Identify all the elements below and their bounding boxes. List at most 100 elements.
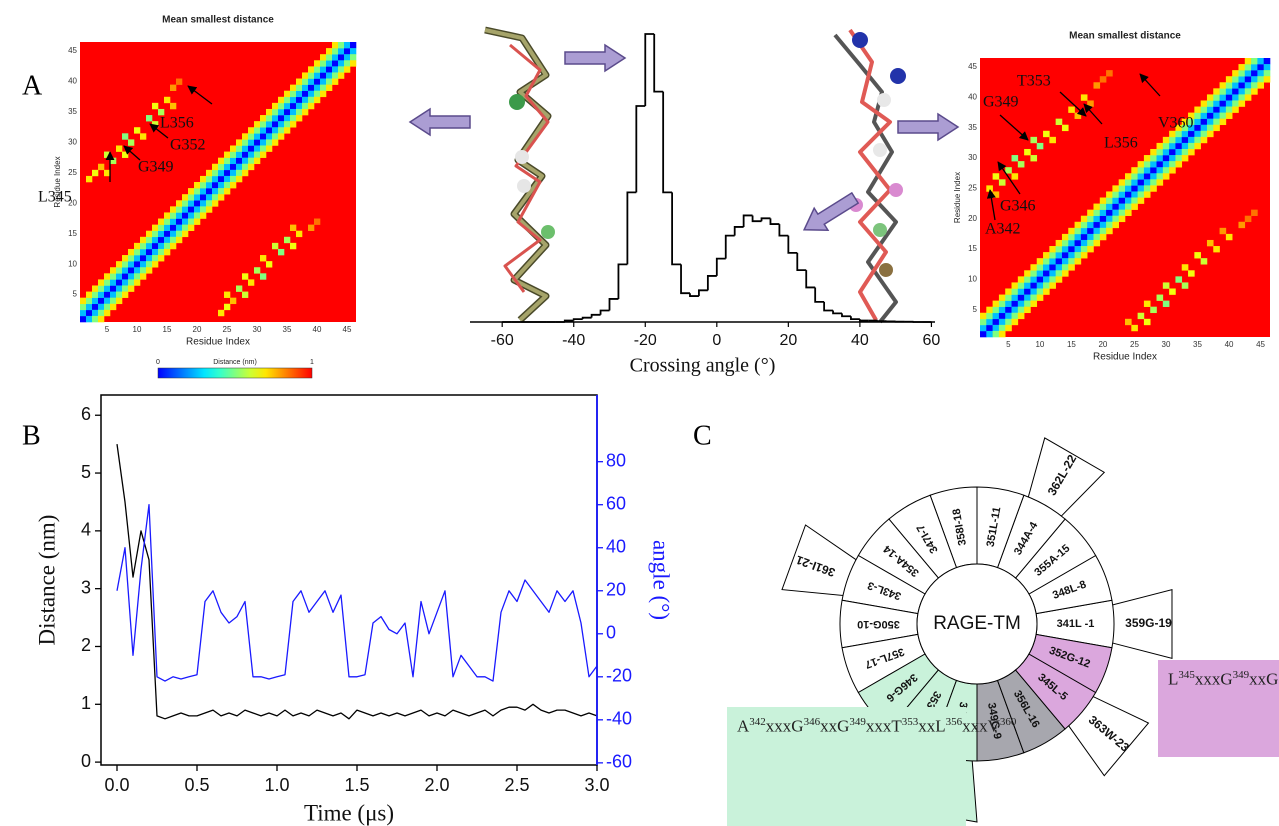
- heatmap-cell: [1012, 319, 1019, 325]
- heatmap-cell: [1188, 131, 1195, 137]
- heatmap-cell: [980, 319, 987, 325]
- x-tick-label: 0.5: [184, 775, 209, 795]
- heatmap-cell: [999, 313, 1006, 319]
- heatmap-cell: [224, 188, 230, 194]
- heatmap-cell: [1182, 264, 1189, 270]
- heatmap-cell: [1112, 210, 1119, 216]
- y-tick-label: 4: [81, 520, 91, 540]
- histogram-bar: [788, 236, 797, 253]
- heatmap-cell: [128, 267, 134, 273]
- heatmap-cell: [182, 225, 188, 231]
- heatmap-cell: [260, 273, 266, 279]
- heatmap-cell: [158, 219, 164, 225]
- heatmap-cell: [999, 325, 1006, 331]
- y-tick-label: 6: [81, 404, 91, 424]
- heatmap-cell: [176, 79, 182, 85]
- heatmap-cell: [140, 133, 146, 139]
- heatmap-cell: [1238, 88, 1245, 94]
- x-tick-label: 20: [1098, 340, 1107, 349]
- heatmap-cell: [272, 103, 278, 109]
- heatmap-cell: [134, 127, 140, 133]
- histogram-bar: [753, 215, 762, 221]
- histogram-bar: [806, 270, 815, 287]
- heatmap-cell: [1201, 113, 1208, 119]
- heatmap-cell: [116, 261, 122, 267]
- heatmap-cell: [164, 97, 170, 103]
- heatmap-cell: [1220, 113, 1227, 119]
- heatmap-cell: [98, 164, 104, 170]
- heatmap-cell: [158, 237, 164, 243]
- heatmap-cell: [242, 133, 248, 139]
- heatmap-cell: [104, 285, 110, 291]
- heatmap-cell: [1131, 185, 1138, 191]
- heatmap-cell: [1100, 204, 1107, 210]
- heatmap-cell: [1112, 198, 1119, 204]
- heatmap-cell: [146, 261, 152, 267]
- x-axis-label: Residue Index: [186, 337, 250, 348]
- heatmap-cell: [200, 194, 206, 200]
- y-tick-label: 15: [968, 244, 977, 253]
- heatmap-cell: [1049, 282, 1056, 288]
- heatmap-cell: [1005, 301, 1012, 307]
- heatmap-cell: [1257, 70, 1264, 76]
- heatmap-cell: [278, 103, 284, 109]
- heatmap-cell: [993, 301, 1000, 307]
- heatmap-cell: [1018, 276, 1025, 282]
- x-tick-label: 40: [313, 325, 322, 334]
- heatmap-cell: [1188, 270, 1195, 276]
- heatmap-cell: [260, 133, 266, 139]
- heatmap-cell: [1049, 137, 1056, 143]
- heatmap-cell: [1012, 288, 1019, 294]
- histogram-bar: [735, 227, 744, 236]
- heatmap-cell: [1150, 173, 1157, 179]
- heatmap-cell: [1087, 216, 1094, 222]
- heatmap-cell: [242, 139, 248, 145]
- heatmap-cell: [200, 176, 206, 182]
- heatmap-cell: [278, 133, 284, 139]
- heatmap-cell: [1106, 198, 1113, 204]
- heatmap-cell: [1157, 155, 1164, 161]
- heatmap-cell: [1220, 94, 1227, 100]
- panel-label: A: [22, 70, 43, 101]
- heatmap-cell: [1144, 155, 1151, 161]
- heatmap-cell: [1220, 88, 1227, 94]
- heatmap-cell: [1220, 82, 1227, 88]
- heatmap-cell: [80, 316, 86, 322]
- heatmap-cell: [986, 307, 993, 313]
- heatmap-cell: [1068, 234, 1075, 240]
- heatmap-cell: [1062, 234, 1069, 240]
- y-tick-label: 15: [68, 229, 77, 238]
- heatmap-cell: [1194, 252, 1201, 258]
- heatmap-cell: [1037, 264, 1044, 270]
- data-line: [117, 505, 597, 681]
- heatmap-cell: [1169, 161, 1176, 167]
- heatmap-cell: [1144, 167, 1151, 173]
- heatmap-cell: [1169, 137, 1176, 143]
- heatmap-cell: [1220, 119, 1227, 125]
- heatmap-cell: [320, 54, 326, 60]
- y-tick-label: 1: [81, 693, 91, 713]
- heatmap-cell: [290, 121, 296, 127]
- heatmap-cell: [212, 200, 218, 206]
- heatmap-cell: [1075, 222, 1082, 228]
- heatmap-cell: [332, 54, 338, 60]
- heatmap-cell: [1175, 143, 1182, 149]
- heatmap-cell: [338, 66, 344, 72]
- histogram-bar: [833, 310, 842, 313]
- heatmap-cell: [1125, 210, 1132, 216]
- y2-tick-label: 0: [606, 623, 616, 643]
- heatmap-cell: [1062, 258, 1069, 264]
- heatmap-cell: [1245, 94, 1252, 100]
- heatmap-cell: [1182, 155, 1189, 161]
- heatmap-cell: [128, 139, 134, 145]
- x-tick-label: 35: [283, 325, 292, 334]
- heatmap-cell: [1264, 64, 1271, 70]
- histogram-bar: [824, 302, 833, 311]
- heatmap-cell: [158, 249, 164, 255]
- heatmap-cell: [110, 267, 116, 273]
- heatmap-cell: [1207, 240, 1214, 246]
- heatmap-cell: [170, 85, 176, 91]
- heatmap-cell: [1157, 173, 1164, 179]
- y-tick-label: 20: [968, 214, 977, 223]
- heatmap-cell: [1220, 107, 1227, 113]
